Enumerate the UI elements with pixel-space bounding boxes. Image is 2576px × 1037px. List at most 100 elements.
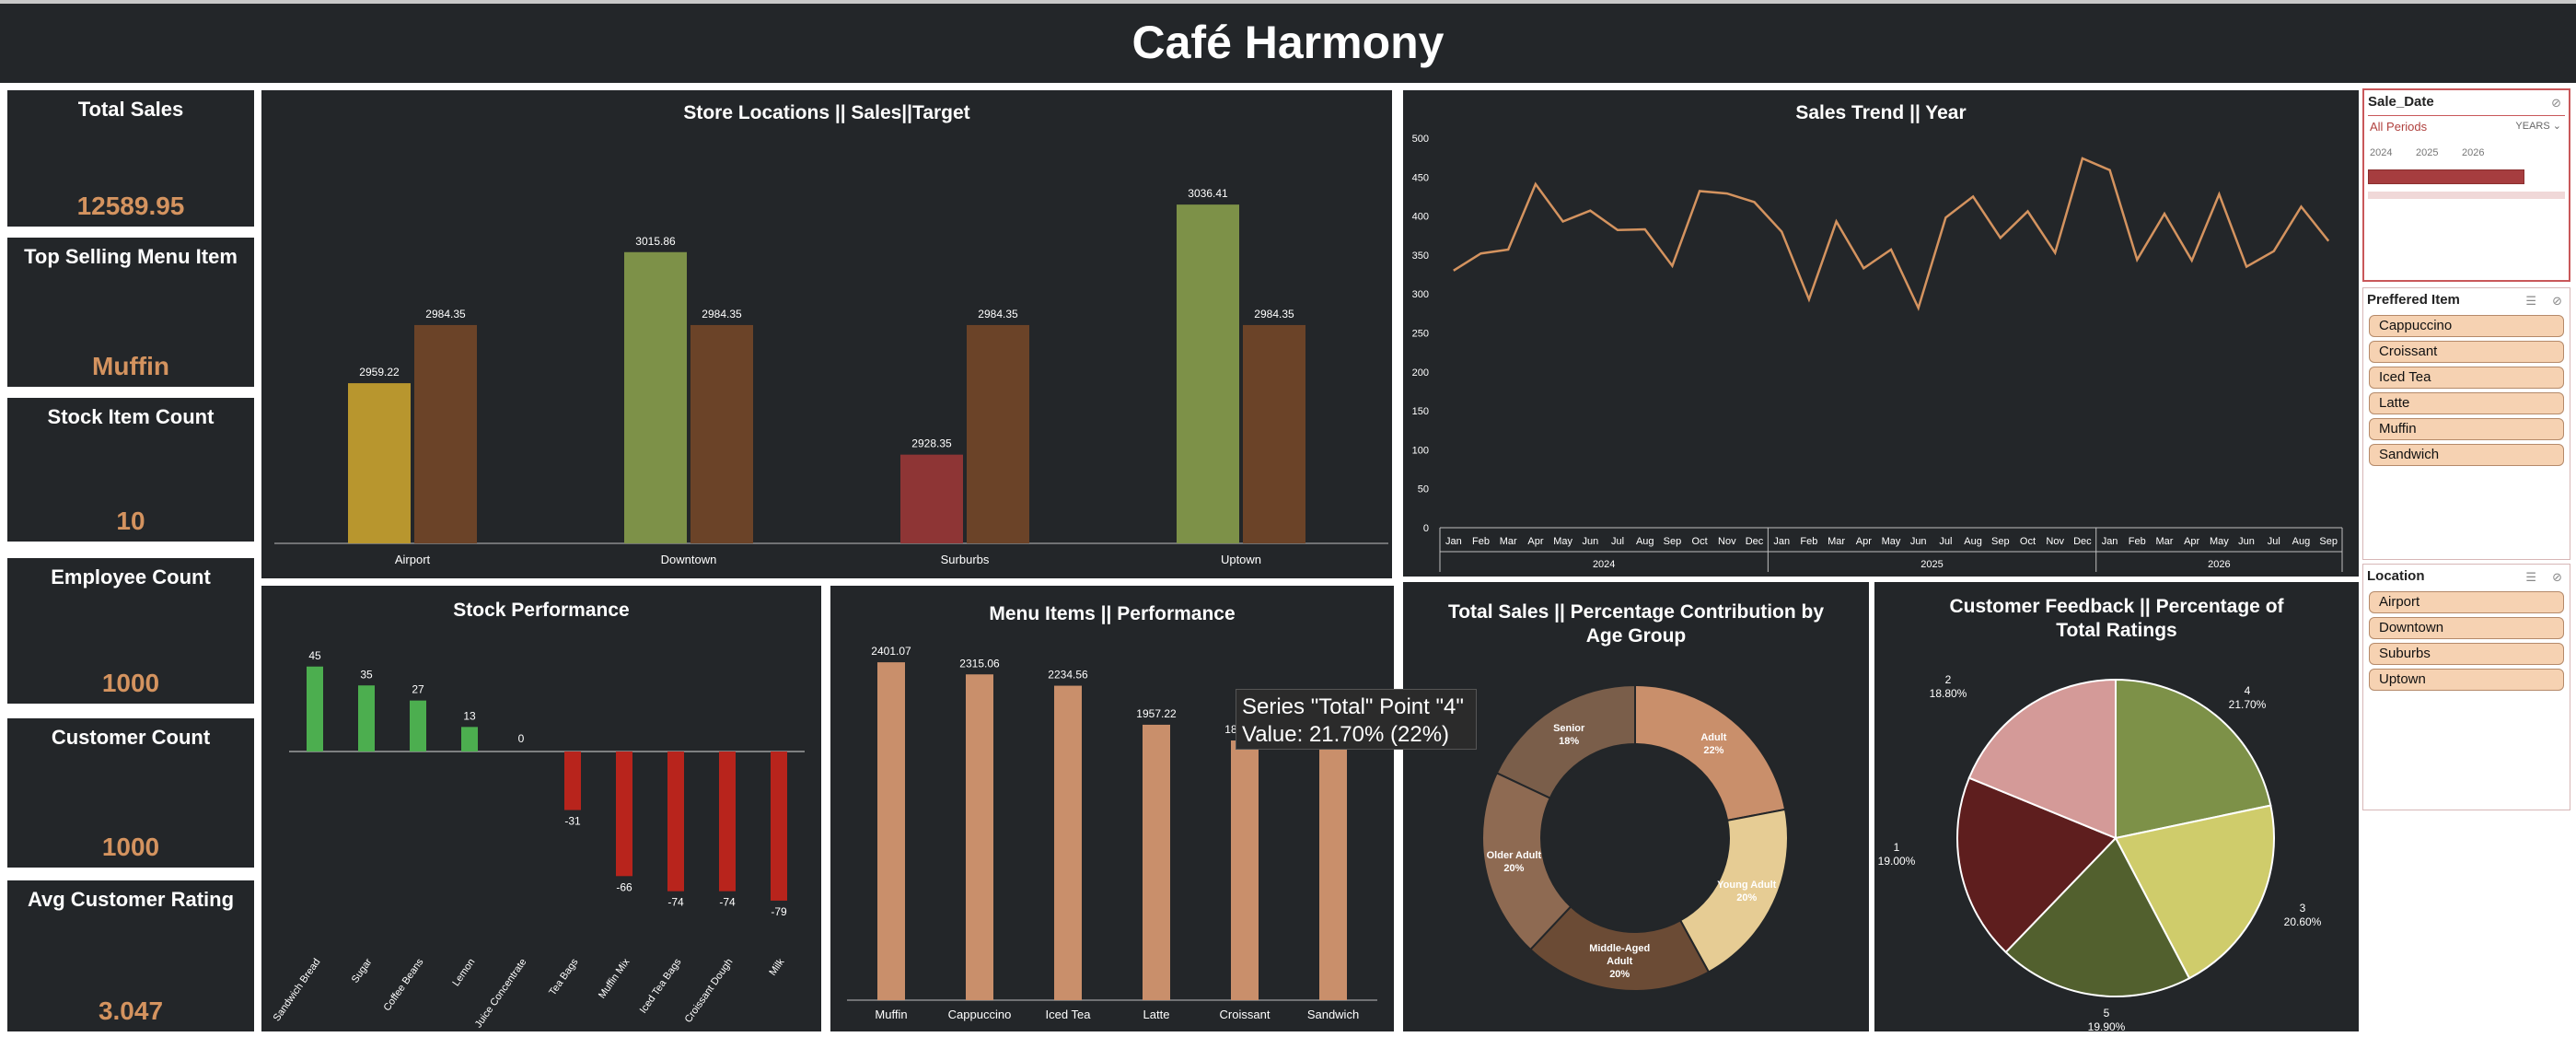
- chart-title: Stock Performance: [453, 600, 630, 621]
- month-label: Dec: [1746, 536, 1764, 547]
- month-label: Jan: [1773, 536, 1790, 547]
- slicer-item-airport[interactable]: Airport: [2369, 591, 2564, 613]
- month-label: Dec: [2073, 536, 2092, 547]
- percent-label: 20.60%: [2284, 915, 2322, 928]
- slice-label: Adult: [1700, 732, 1726, 743]
- x-tick-label: Lemon: [450, 957, 477, 988]
- tooltip-line-2: Value: 21.70% (22%): [1242, 722, 1450, 747]
- sales-bar: [900, 454, 963, 543]
- menu-bar: [1054, 685, 1082, 1000]
- data-label: 2984.35: [425, 308, 466, 320]
- chart-title: Sales Trend || Year: [1795, 102, 1967, 123]
- timeline-bar[interactable]: [2368, 169, 2524, 184]
- x-tick-label: Iced Tea: [1046, 1008, 1092, 1021]
- x-tick-label: Milk: [767, 956, 786, 977]
- month-label: Jul: [1939, 536, 1952, 547]
- x-tick-label: Muffin Mix: [597, 956, 632, 1000]
- multi-select-icon[interactable]: ☰: [2525, 294, 2536, 308]
- stock-bar: [410, 700, 426, 752]
- x-tick-label: Downtown: [661, 553, 717, 566]
- month-label: Aug: [2292, 536, 2311, 547]
- slicer-item-cappuccino[interactable]: Cappuccino: [2369, 315, 2564, 337]
- clear-filter-icon[interactable]: ⊘: [2551, 96, 2561, 110]
- sales-bar: [348, 383, 411, 543]
- pie-slice: [2114, 804, 2275, 980]
- slice-label: Adult: [1607, 956, 1632, 967]
- location-slicer[interactable]: Location ☰ ⊘ Airport Downtown Suburbs Up…: [2362, 564, 2570, 810]
- chart-title: Total Sales || Percentage Contribution b…: [1447, 601, 1825, 647]
- month-label: Sep: [1664, 536, 1682, 547]
- month-label: Sep: [2319, 536, 2338, 547]
- timeline-scrollbar[interactable]: [2368, 192, 2565, 199]
- month-label: Oct: [2020, 536, 2036, 547]
- data-label: 2984.35: [702, 308, 742, 320]
- slicer-item-sandwich[interactable]: Sandwich: [2369, 444, 2564, 466]
- menu-bar: [1231, 740, 1259, 1000]
- pie-slice: [2115, 678, 2272, 840]
- x-tick-label: Coffee Beans: [382, 956, 426, 1013]
- slicer-item-suburbs[interactable]: Suburbs: [2369, 643, 2564, 665]
- donut-slice: [1634, 683, 1787, 822]
- y-tick-label: 450: [1412, 172, 1429, 183]
- y-tick-label: 350: [1412, 251, 1429, 262]
- year-label: 2024: [1593, 559, 1615, 570]
- kpi-customer-count: Customer Count 1000: [7, 718, 254, 868]
- slice-label: Young Adult: [1717, 880, 1776, 891]
- slice-label: Older Adult: [1487, 850, 1542, 861]
- chevron-down-icon: ⌄: [2552, 121, 2561, 132]
- pie-slice: [1967, 678, 2117, 840]
- stock-bar: [564, 752, 581, 810]
- slicer-item-muffin[interactable]: Muffin: [2369, 418, 2564, 440]
- data-label: 13: [463, 709, 476, 722]
- title-bar: Café Harmony: [0, 0, 2576, 83]
- slicer-header: Preffered Item: [2367, 292, 2460, 308]
- kpi-top-item: Top Selling Menu Item Muffin: [7, 238, 254, 387]
- multi-select-icon[interactable]: ☰: [2525, 570, 2536, 584]
- sales-bar: [624, 251, 687, 543]
- slice-label: Senior: [1553, 723, 1585, 734]
- data-label: 2928.35: [911, 437, 952, 450]
- x-tick-label: Uptown: [1221, 553, 1261, 566]
- kpi-avg-rating: Avg Customer Rating 3.047: [7, 880, 254, 1031]
- kpi-value: 12589.95: [76, 192, 185, 220]
- store-chart: 2959.22 2984.35 Airport 3015.86 2984.35 Downt…: [274, 187, 1388, 566]
- slice-label: 5: [2104, 1007, 2110, 1020]
- percent-label: 20%: [1503, 863, 1524, 874]
- slice-label: 2: [1945, 673, 1952, 686]
- period-unit-dropdown[interactable]: YEARS ⌄: [2515, 120, 2561, 132]
- kpi-employee-count: Employee Count 1000: [7, 558, 254, 704]
- slicer-item-downtown[interactable]: Downtown: [2369, 617, 2564, 639]
- data-label: 1957.22: [1136, 707, 1177, 720]
- data-label: 2315.06: [959, 657, 1000, 670]
- percent-label: 21.70%: [2229, 698, 2267, 711]
- slice-label: 4: [2245, 684, 2251, 697]
- slicer-item-uptown[interactable]: Uptown: [2369, 669, 2564, 691]
- year-label: 2025: [2416, 147, 2439, 158]
- chart-title: Store Locations || Sales||Target: [683, 102, 970, 123]
- slicer-item-iced-tea[interactable]: Iced Tea: [2369, 367, 2564, 389]
- data-label: -66: [616, 880, 632, 893]
- slicer-item-croissant[interactable]: Croissant: [2369, 341, 2564, 363]
- menu-chart-panel: Menu Items || Performance 2401.07 Muffin 2…: [830, 586, 1394, 1031]
- kpi-value: 1000: [101, 833, 160, 861]
- clear-filter-icon[interactable]: ⊘: [2552, 294, 2562, 308]
- chart-title: Customer Feedback || Percentage of Total…: [1949, 596, 2284, 641]
- y-tick-label: 400: [1412, 212, 1429, 223]
- item-slicer[interactable]: Preffered Item ☰ ⊘ Cappuccino Croissant …: [2362, 287, 2570, 560]
- x-tick-label: Muffin: [875, 1008, 907, 1021]
- date-slicer[interactable]: Sale_Date ⊘ All Periods YEARS ⌄ 2024 202…: [2362, 88, 2570, 282]
- clear-filter-icon[interactable]: ⊘: [2552, 570, 2562, 584]
- stock-bar: [358, 685, 375, 752]
- x-tick-label: Croissant: [1220, 1008, 1271, 1021]
- percent-label: 18.80%: [1930, 687, 1967, 700]
- donut-slice: [1678, 808, 1789, 973]
- stock-bar: [307, 666, 323, 752]
- age-chart-panel: Total Sales || Percentage Contribution b…: [1403, 582, 1869, 1031]
- stock-chart: 45 Sandwich Bread 35 Sugar 27 Coffee Beans 13 L…: [272, 649, 805, 1030]
- y-tick-label: 150: [1412, 406, 1429, 417]
- slicer-item-latte[interactable]: Latte: [2369, 392, 2564, 414]
- trend-chart: 0 50 100 150 200 250 300 350 400 450 500 Jan Feb Mar A…: [1412, 134, 2343, 572]
- kpi-value: 3.047: [98, 996, 164, 1025]
- menu-chart: 2401.07 Muffin 2315.06 Cappuccino 2234.56 Ice…: [847, 645, 1377, 1021]
